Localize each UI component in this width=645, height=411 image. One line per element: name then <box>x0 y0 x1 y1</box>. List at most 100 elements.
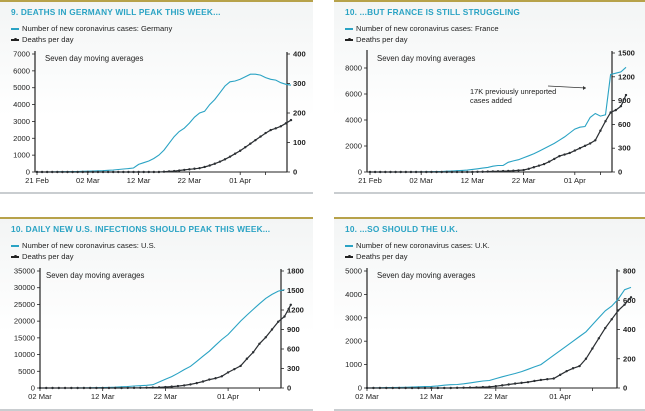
annotation-arrowhead <box>583 86 586 90</box>
right-axis-tick-label: 600 <box>287 345 300 354</box>
line-swatch-icon <box>11 245 19 248</box>
deaths-point <box>132 386 136 390</box>
deaths-point <box>520 381 523 385</box>
chart-panel-us: 10. DAILY NEW U.S. INFECTIONS SHOULD PEA… <box>0 217 313 411</box>
deaths-point <box>66 170 69 174</box>
legend-item-deaths: Deaths per day <box>11 35 172 46</box>
deaths-point <box>213 162 216 165</box>
deaths-point <box>539 378 543 382</box>
deaths-point <box>399 170 402 174</box>
chart-title: 10. DAILY NEW U.S. INFECTIONS SHOULD PEA… <box>11 224 271 234</box>
deaths-point <box>409 170 413 174</box>
deaths-point <box>548 160 551 163</box>
deaths-point <box>537 164 541 167</box>
right-axis-tick-label: 0 <box>293 168 297 177</box>
left-axis-tick-label: 10000 <box>14 350 35 359</box>
x-axis-tick-label: 01 Apr <box>549 392 571 401</box>
left-axis-tick-label: 4000 <box>345 290 362 299</box>
deaths-point <box>609 111 612 114</box>
right-axis-tick-label: 600 <box>623 296 636 305</box>
chart-panel-germany: 9. DEATHS IN GERMANY WILL PEAK THIS WEEK… <box>0 0 313 194</box>
deaths-point <box>565 369 568 373</box>
deaths-point <box>430 386 433 390</box>
deaths-point <box>228 155 232 158</box>
legend-item-deaths: Deaths per day <box>345 252 490 263</box>
deaths-point <box>51 386 54 390</box>
line-swatch-icon <box>11 28 19 31</box>
chart-legend: Number of new coronavirus cases: U.S. De… <box>11 241 156 262</box>
left-axis-tick-label: 0 <box>26 168 30 177</box>
deaths-point <box>378 386 382 390</box>
deaths-point <box>436 386 440 390</box>
left-axis-tick-label: 3000 <box>345 313 362 322</box>
deaths-point <box>38 386 42 390</box>
deaths-point <box>189 383 192 386</box>
right-axis-tick-label: 1800 <box>287 267 304 276</box>
right-axis-tick-label: 1200 <box>287 306 304 315</box>
deaths-point <box>152 170 156 174</box>
deaths-point <box>233 152 237 155</box>
deaths-point <box>233 367 236 371</box>
deaths-point <box>568 151 571 155</box>
left-axis-tick-label: 4000 <box>345 116 362 125</box>
deaths-point <box>533 379 536 383</box>
deaths-point <box>142 170 145 174</box>
deaths-point <box>475 386 478 389</box>
deaths-point <box>183 168 186 172</box>
deaths-point <box>517 169 520 172</box>
left-axis-tick-label: 8000 <box>345 64 362 73</box>
left-axis-tick-label: 25000 <box>14 300 35 309</box>
deaths-point <box>56 170 59 174</box>
legend-item-cases: Number of new coronavirus cases: France <box>345 24 499 35</box>
deaths-point <box>127 170 130 174</box>
deaths-point <box>610 318 613 321</box>
deaths-point <box>404 170 408 174</box>
deaths-point <box>507 383 510 386</box>
deaths-point <box>176 384 180 388</box>
x-axis-tick-label: 01 Apr <box>217 392 239 401</box>
deaths-point <box>195 381 198 385</box>
deaths-point <box>558 154 561 158</box>
deaths-point <box>604 120 607 123</box>
left-axis-tick-label: 0 <box>358 168 362 177</box>
deaths-point <box>368 170 372 174</box>
x-axis-tick-label: 12 Mar <box>91 392 115 401</box>
deaths-point <box>532 166 536 169</box>
deaths-point <box>114 386 117 390</box>
right-axis-tick-label: 1500 <box>287 286 304 295</box>
right-axis-tick-label: 300 <box>618 144 631 153</box>
deaths-point <box>208 378 211 381</box>
right-axis-tick-label: 900 <box>618 96 631 105</box>
deaths-point <box>283 315 286 318</box>
deaths-point <box>270 328 274 331</box>
deaths-point <box>512 169 515 172</box>
deaths-point <box>468 386 472 389</box>
deaths-point <box>76 170 79 174</box>
right-axis-tick-label: 0 <box>623 384 627 393</box>
deaths-point <box>137 170 140 174</box>
right-axis-tick-label: 800 <box>623 267 636 276</box>
deaths-point <box>481 170 484 173</box>
deaths-point <box>410 386 414 390</box>
deaths-point <box>107 386 111 390</box>
deaths-point <box>279 125 283 128</box>
left-axis-tick-label: 7000 <box>13 50 30 59</box>
deaths-point <box>284 122 288 125</box>
deaths-point <box>455 386 459 390</box>
deaths-point <box>244 146 247 149</box>
deaths-point <box>269 128 272 132</box>
line-marker-swatch-icon <box>345 254 353 258</box>
right-axis-tick-label: 200 <box>623 354 636 363</box>
x-axis-tick-label: 12 Mar <box>461 176 485 185</box>
deaths-point <box>45 170 49 174</box>
deaths-point <box>96 170 100 174</box>
deaths-point <box>162 170 166 173</box>
deaths-point <box>466 170 469 174</box>
deaths-point <box>112 170 115 174</box>
deaths-point <box>391 386 394 390</box>
deaths-point <box>254 138 257 142</box>
line-swatch-icon <box>345 28 353 31</box>
deaths-point <box>491 170 495 173</box>
